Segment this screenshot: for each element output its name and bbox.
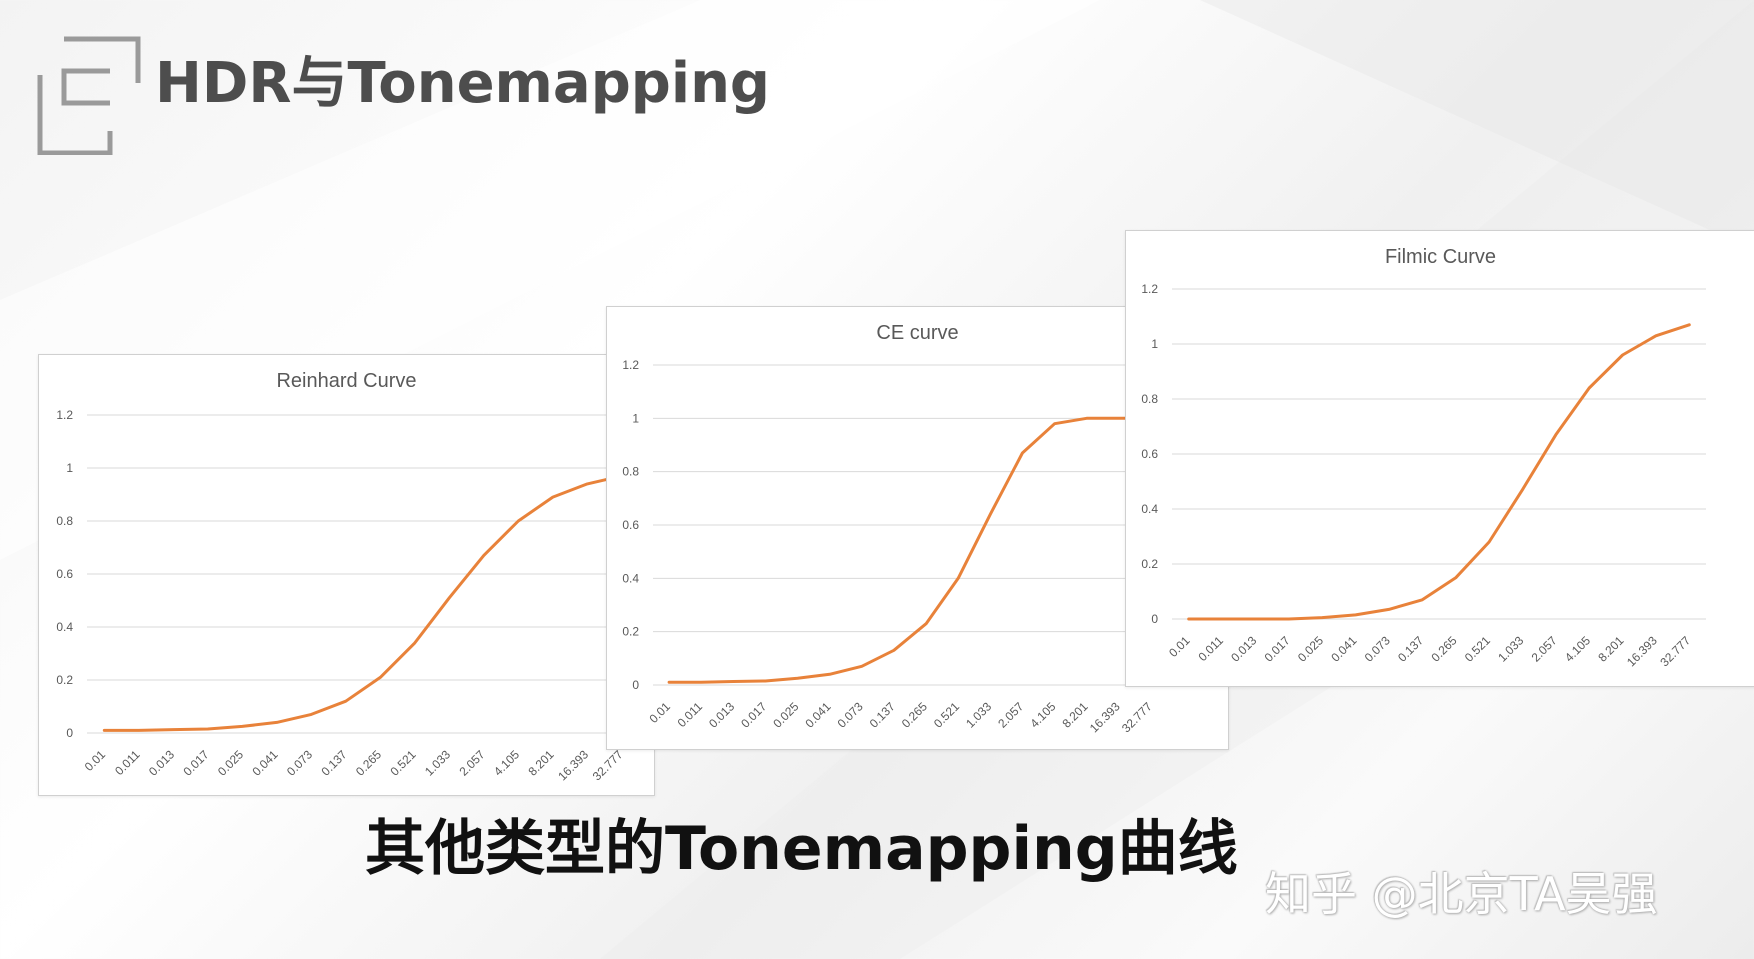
x-tick-label: 0.265	[899, 699, 930, 730]
y-tick-label: 1.2	[1141, 282, 1158, 296]
x-tick-label: 4.105	[491, 747, 522, 778]
y-tick-label: 0.8	[622, 465, 639, 479]
y-tick-label: 1	[1151, 337, 1158, 351]
x-tick-label: 0.137	[1395, 633, 1426, 664]
x-tick-label: 0.521	[387, 747, 418, 778]
y-tick-label: 0.2	[622, 625, 639, 639]
x-tick-label: 0.265	[353, 747, 384, 778]
y-tick-label: 0.2	[56, 673, 73, 687]
y-tick-label: 0.2	[1141, 557, 1158, 571]
x-tick-label: 0.017	[180, 747, 211, 778]
x-tick-label: 0.041	[802, 699, 833, 730]
series-line	[1187, 323, 1691, 621]
y-tick-label: 1	[632, 411, 639, 425]
x-tick-label: 16.393	[1087, 699, 1123, 735]
x-tick-label: 2.057	[456, 747, 487, 778]
x-tick-label: 0.013	[706, 699, 737, 730]
x-tick-label: 0.025	[215, 747, 246, 778]
x-tick-label: 32.777	[1119, 699, 1155, 735]
chart-reinhard: Reinhard Curve 0 0.2 0.4 0.6 0.8 1 1.2 0.01 0.011…	[56, 370, 639, 783]
chart-panel-filmic: Filmic Curve 0 0.2 0.4 0.6 0.8 1 1.2 0.01 0.011 0.…	[1125, 230, 1754, 687]
x-tick-label: 0.011	[112, 747, 143, 778]
x-tick-label: 1.033	[422, 747, 453, 778]
series-line	[102, 474, 624, 732]
y-tick-label: 0.4	[56, 620, 73, 634]
page-title: HDR与Tonemapping	[155, 51, 771, 116]
x-tick-label: 32.777	[1657, 633, 1693, 669]
x-tick-label: 32.777	[590, 747, 626, 783]
x-tick-label: 4.105	[1562, 633, 1593, 664]
chart-title: Filmic Curve	[1385, 246, 1496, 268]
x-tick-label: 0.073	[284, 747, 315, 778]
x-tick-label: 1.033	[963, 699, 994, 730]
slide-subtitle: 其他类型的Tonemapping曲线	[365, 814, 1238, 884]
x-tick-label: 0.011	[675, 699, 706, 730]
y-tick-label: 0	[66, 726, 73, 740]
x-tick-label: 0.017	[738, 699, 769, 730]
logo-icon	[37, 36, 141, 155]
x-tick-label: 0.013	[146, 747, 177, 778]
x-tick-label: 0.011	[1195, 633, 1226, 664]
x-tick-label: 2.057	[995, 699, 1026, 730]
x-tick-label: 0.521	[931, 699, 962, 730]
x-tick-label: 0.073	[1362, 633, 1393, 664]
chart-panel-reinhard: Reinhard Curve 0 0.2 0.4 0.6 0.8 1 1.2 0.01 0.011…	[38, 354, 655, 796]
x-tick-label: 16.393	[555, 747, 591, 783]
watermark: 知乎 @北京TA吴强	[1265, 867, 1658, 921]
x-tick-label: 16.393	[1624, 633, 1660, 669]
y-tick-label: 0.6	[56, 567, 73, 581]
x-tick-label: 0.137	[867, 699, 898, 730]
y-tick-label: 0.4	[1141, 502, 1158, 516]
x-tick-label: 0.073	[835, 699, 866, 730]
chart-title: Reinhard Curve	[276, 370, 416, 392]
x-tick-label: 4.105	[1027, 699, 1058, 730]
x-tick-label: 8.201	[1595, 633, 1626, 664]
x-tick-label: 1.033	[1495, 633, 1526, 664]
x-tick-label: 0.521	[1462, 633, 1493, 664]
x-tick-label: 0.265	[1428, 633, 1459, 664]
y-tick-label: 0.6	[622, 518, 639, 532]
y-tick-label: 1.2	[622, 358, 639, 372]
y-tick-label: 0	[1151, 612, 1158, 626]
y-tick-label: 0.6	[1141, 447, 1158, 461]
x-tick-label: 0.041	[1328, 633, 1359, 664]
y-tick-label: 1.2	[56, 408, 73, 422]
series-line	[667, 416, 1153, 684]
x-tick-label: 0.025	[770, 699, 801, 730]
chart-title: CE curve	[876, 322, 958, 344]
y-tick-label: 0.8	[1141, 392, 1158, 406]
y-tick-label: 0.4	[622, 571, 639, 585]
x-tick-label: 0.041	[249, 747, 280, 778]
x-tick-label: 0.01	[1166, 633, 1193, 660]
x-tick-label: 8.201	[525, 747, 556, 778]
y-tick-label: 0	[632, 678, 639, 692]
x-tick-label: 0.025	[1295, 633, 1326, 664]
x-tick-label: 2.057	[1529, 633, 1560, 664]
y-tick-label: 0.8	[56, 514, 73, 528]
x-tick-label: 0.01	[82, 747, 109, 774]
x-tick-label: 0.017	[1262, 633, 1293, 664]
x-tick-label: 0.137	[318, 747, 349, 778]
x-tick-label: 0.01	[647, 699, 674, 726]
x-tick-label: 0.013	[1228, 633, 1259, 664]
y-tick-label: 1	[66, 461, 73, 475]
